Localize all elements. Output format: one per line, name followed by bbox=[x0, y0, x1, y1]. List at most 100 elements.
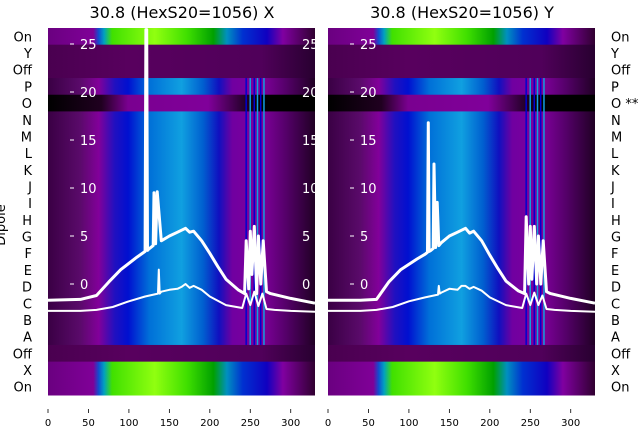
row-label: O ** bbox=[611, 97, 639, 112]
heatmap-row bbox=[48, 261, 315, 279]
heatmap-stripe bbox=[256, 78, 259, 345]
heatmap-row bbox=[328, 161, 595, 179]
heatmap-stripe bbox=[249, 78, 251, 345]
heatmap-row bbox=[328, 328, 595, 346]
heatmap-stripe bbox=[543, 78, 545, 345]
overlay-ytick-label-right: 5 bbox=[302, 230, 310, 245]
heatmap-row bbox=[48, 61, 315, 79]
heatmap-stripe bbox=[529, 78, 531, 345]
row-label: On bbox=[611, 30, 629, 45]
row-label: L bbox=[611, 147, 619, 162]
heatmap-stripe bbox=[533, 78, 536, 345]
heatmap-stripe bbox=[253, 78, 256, 345]
x-tick-label: 100 bbox=[119, 418, 138, 429]
row-label: K bbox=[23, 164, 32, 179]
heatmap-row bbox=[328, 311, 595, 329]
heatmap-stripe bbox=[536, 78, 539, 345]
overlay-ytick-label: 0 bbox=[80, 278, 88, 293]
heatmap-row bbox=[48, 44, 315, 62]
overlay-ytick-label: 5 bbox=[360, 230, 368, 245]
row-label: H bbox=[611, 214, 621, 229]
panel-x: 30.8 (HexS20=1056) X OnYOffPONMLKJIHGFED… bbox=[13, 3, 319, 429]
heatmap-row bbox=[48, 328, 315, 346]
panel-title: 30.8 (HexS20=1056) Y bbox=[370, 3, 554, 22]
x-tick-label: 50 bbox=[82, 418, 95, 429]
row-label: B bbox=[611, 314, 620, 329]
heatmap-row bbox=[48, 211, 315, 229]
overlay-ytick-label: 10 bbox=[80, 182, 97, 197]
row-label: M bbox=[21, 130, 32, 145]
x-tick-label: 300 bbox=[281, 418, 300, 429]
row-label: G bbox=[22, 231, 32, 246]
row-label: E bbox=[611, 264, 619, 279]
heatmap-stripe bbox=[245, 78, 247, 345]
heatmap-row bbox=[328, 211, 595, 229]
x-tick-label: 250 bbox=[241, 418, 260, 429]
overlay-ytick-label: 5 bbox=[80, 230, 88, 245]
x-tick-label: 100 bbox=[399, 418, 418, 429]
row-label: X bbox=[23, 364, 32, 379]
heatmap-row bbox=[48, 144, 315, 162]
heatmap-row bbox=[48, 228, 315, 246]
row-label: K bbox=[611, 164, 620, 179]
heatmap-row bbox=[48, 94, 315, 112]
row-label: Off bbox=[13, 347, 33, 362]
row-label: B bbox=[23, 314, 32, 329]
row-label: Off bbox=[13, 64, 33, 79]
x-tick-label: 200 bbox=[200, 418, 219, 429]
heatmap-row bbox=[328, 178, 595, 196]
row-label: J bbox=[27, 180, 32, 195]
row-label: P bbox=[611, 80, 619, 95]
heatmap-row bbox=[328, 344, 595, 363]
heatmap-row bbox=[48, 111, 315, 129]
row-label: A bbox=[611, 331, 620, 346]
row-label: F bbox=[25, 247, 32, 262]
row-label: Y bbox=[23, 47, 32, 62]
row-label: D bbox=[611, 281, 621, 296]
row-label: N bbox=[22, 114, 32, 129]
heatmap-row bbox=[328, 194, 595, 212]
row-label: L bbox=[25, 147, 33, 162]
x-tick-label: 0 bbox=[325, 418, 331, 429]
heatmap-row bbox=[48, 161, 315, 179]
heatmap-row bbox=[328, 378, 595, 396]
row-label: H bbox=[22, 214, 32, 229]
x-tick-label: 150 bbox=[160, 418, 179, 429]
heatmap-row bbox=[328, 61, 595, 79]
y-axis-label: Dipole bbox=[0, 204, 9, 245]
heatmap-row bbox=[48, 78, 315, 96]
heatmap-row bbox=[48, 378, 315, 396]
heatmap-row bbox=[328, 94, 595, 112]
row-label: On bbox=[14, 381, 32, 396]
row-label: A bbox=[23, 331, 32, 346]
heatmap-row bbox=[328, 261, 595, 279]
series-line-lower bbox=[48, 268, 316, 313]
x-tick-label: 250 bbox=[521, 418, 540, 429]
heatmap-row bbox=[48, 311, 315, 329]
overlay-ytick-label: 0 bbox=[360, 278, 368, 293]
heatmap-row bbox=[48, 244, 315, 263]
series-line-upper bbox=[328, 121, 596, 305]
heatmap-row bbox=[328, 361, 595, 379]
row-label: Y bbox=[610, 47, 619, 62]
row-label: X bbox=[611, 364, 620, 379]
overlay-ytick-label: 15 bbox=[360, 134, 377, 149]
heatmap-row bbox=[328, 244, 595, 263]
heatmap-stripe bbox=[259, 78, 262, 345]
heatmap-stripe bbox=[525, 78, 527, 345]
row-label: On bbox=[14, 30, 32, 45]
heatmap-row bbox=[48, 28, 315, 46]
overlay-ytick-label: 25 bbox=[80, 38, 97, 53]
row-label: On bbox=[611, 381, 629, 396]
row-label: C bbox=[611, 297, 620, 312]
overlay-ytick-label: 20 bbox=[360, 86, 377, 101]
row-label: F bbox=[611, 247, 618, 262]
heatmap-stripe bbox=[539, 78, 542, 345]
overlay-ytick-label: 20 bbox=[80, 86, 97, 101]
heatmap-row bbox=[48, 128, 315, 146]
row-label: P bbox=[24, 80, 32, 95]
row-label: G bbox=[611, 231, 621, 246]
heatmap-row bbox=[48, 178, 315, 196]
